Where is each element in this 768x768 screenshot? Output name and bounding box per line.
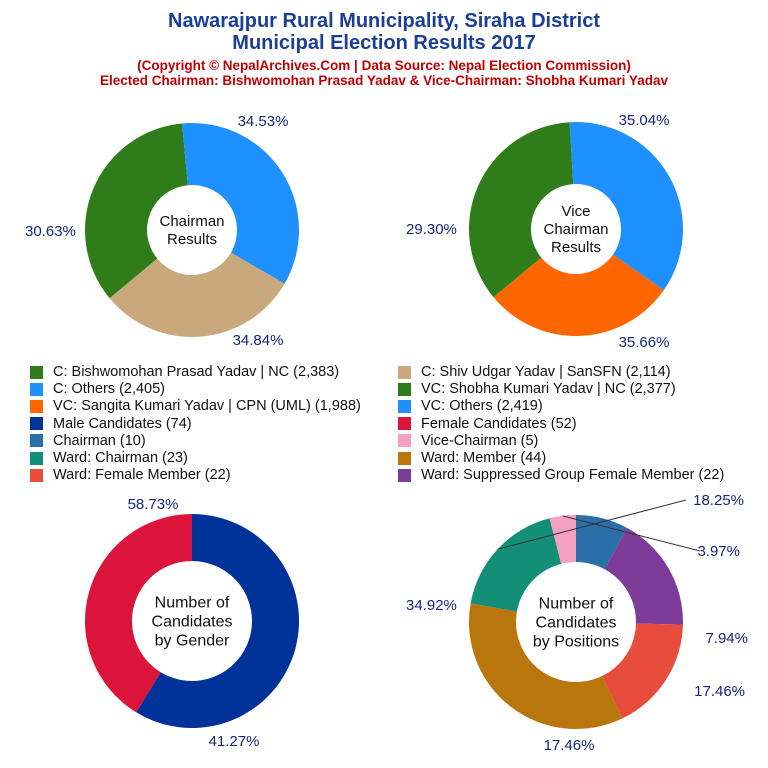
donut-center-label: Number of xyxy=(155,594,230,611)
slice-percent-label: 17.46% xyxy=(694,683,745,700)
donut-slice xyxy=(569,122,683,291)
legend-swatch xyxy=(30,468,43,482)
slice-percent-label: 35.66% xyxy=(619,334,670,351)
donut-center-label: Candidates xyxy=(152,613,233,630)
donut-slice xyxy=(604,528,684,625)
legend-swatch xyxy=(30,365,43,379)
donut-center-label: Results xyxy=(551,239,601,256)
legend-item: Male Candidates (74) xyxy=(30,416,192,432)
legend-swatch xyxy=(30,417,43,431)
legend-swatch xyxy=(398,382,411,396)
legend-swatch xyxy=(30,451,43,465)
donut-slice xyxy=(469,603,623,730)
legend-swatch xyxy=(30,399,43,413)
elected-note: Elected Chairman: Bishwomohan Prasad Yad… xyxy=(100,73,668,88)
legend-label: Chairman (10) xyxy=(53,432,146,449)
legend-item: Ward: Suppressed Group Female Member (22… xyxy=(398,467,724,483)
slice-percent-label: 34.53% xyxy=(238,113,289,130)
slice-percent-label: 30.63% xyxy=(25,223,76,240)
legend-label: VC: Shobha Kumari Yadav | NC (2,377) xyxy=(421,381,676,398)
legend-label: Female Candidates (52) xyxy=(421,415,577,432)
legend-label: C: Others (2,405) xyxy=(53,381,166,398)
legend-item: VC: Sangita Kumari Yadav | CPN (UML) (1,… xyxy=(30,398,361,414)
leader-line xyxy=(562,515,701,552)
legend-label: Ward: Member (44) xyxy=(421,450,547,466)
donut-slice xyxy=(468,122,574,298)
legend-swatch xyxy=(30,434,43,448)
donut-slice xyxy=(470,518,562,612)
legend-item: Ward: Member (44) xyxy=(398,450,546,466)
legend-swatch xyxy=(398,468,411,482)
donut-slice xyxy=(136,514,299,728)
legend-item: Vice-Chairman (5) xyxy=(398,433,538,449)
leader-line xyxy=(497,499,687,550)
legend-swatch xyxy=(398,417,411,431)
legend-label: Vice-Chairman (5) xyxy=(421,432,539,449)
legend-label: Ward: Suppressed Group Female Member (22… xyxy=(421,467,725,484)
legend-label: Ward: Female Member (22) xyxy=(53,467,231,484)
slice-percent-label: 58.73% xyxy=(128,496,179,513)
slice-percent-label: 35.04% xyxy=(619,112,670,129)
slice-percent-label: 17.46% xyxy=(544,737,595,754)
donut-center-label: by Positions xyxy=(533,633,619,650)
legend-swatch xyxy=(398,434,411,448)
slice-percent-label: 18.25% xyxy=(693,492,744,509)
donut-slice xyxy=(182,123,299,284)
slice-percent-label: 41.27% xyxy=(209,733,260,750)
legend-item: VC: Others (2,419) xyxy=(398,398,543,414)
donut-center-label: Number of xyxy=(539,595,614,612)
donut-slice xyxy=(549,515,576,564)
donut-center-label: Chairman xyxy=(543,221,608,238)
legend-label: C: Bishwomohan Prasad Yadav | NC (2,383) xyxy=(53,364,340,380)
donut-center-label: by Gender xyxy=(155,632,230,649)
legend-item: Female Candidates (52) xyxy=(398,416,577,432)
legend-label: Male Candidates (74) xyxy=(53,415,192,432)
donut-slice xyxy=(602,623,683,719)
legend-item: C: Bishwomohan Prasad Yadav | NC (2,383) xyxy=(30,364,339,380)
legend-label: Ward: Chairman (23) xyxy=(53,450,188,466)
legend-item: Ward: Chairman (23) xyxy=(30,450,188,466)
copyright-note: (Copyright © NepalArchives.Com | Data So… xyxy=(137,58,631,73)
legend-swatch xyxy=(398,451,411,465)
slice-percent-label: 34.92% xyxy=(406,597,457,614)
donut-slice xyxy=(109,252,285,337)
legend-item: Chairman (10) xyxy=(30,433,146,449)
donut-slice xyxy=(84,514,192,713)
slice-percent-label: 7.94% xyxy=(705,630,748,647)
slice-percent-label: 34.84% xyxy=(233,332,284,349)
donut-center-label: Vice xyxy=(562,203,591,220)
legend-item: C: Shiv Udgar Yadav | SanSFN (2,114) xyxy=(398,364,671,380)
donut-center-label: Chairman xyxy=(159,213,224,230)
legend-item: C: Others (2,405) xyxy=(30,381,165,397)
slice-percent-label: 29.30% xyxy=(406,221,457,238)
slice-percent-label: 3.97% xyxy=(697,543,740,560)
legend-label: C: Shiv Udgar Yadav | SanSFN (2,114) xyxy=(421,364,671,380)
legend-label: VC: Others (2,419) xyxy=(421,398,543,415)
donut-center-label: Results xyxy=(167,231,217,248)
donut-slice xyxy=(493,254,664,337)
legend-swatch xyxy=(398,365,411,379)
legend-item: VC: Shobha Kumari Yadav | NC (2,377) xyxy=(398,381,676,397)
donut-slice xyxy=(84,123,188,299)
legend-item: Ward: Female Member (22) xyxy=(30,467,231,483)
legend-label: VC: Sangita Kumari Yadav | CPN (UML) (1,… xyxy=(53,398,361,415)
chart-title: Nawarajpur Rural Municipality, Siraha Di… xyxy=(168,10,600,32)
chart-title-line2: Municipal Election Results 2017 xyxy=(232,32,536,54)
donut-center-label: Candidates xyxy=(536,614,617,631)
legend-swatch xyxy=(398,399,411,413)
legend-swatch xyxy=(30,382,43,396)
